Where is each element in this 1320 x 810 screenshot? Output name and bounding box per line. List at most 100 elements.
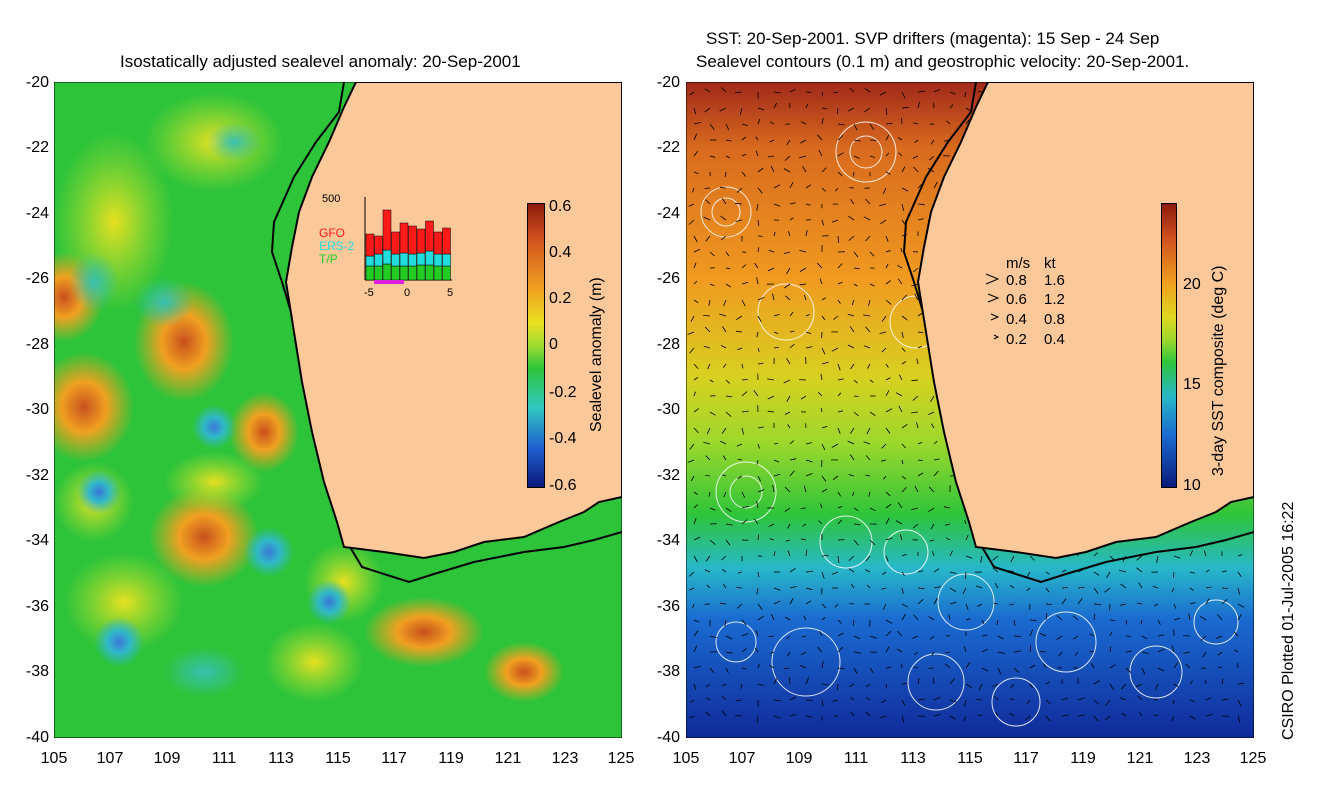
velocity-vector: [865, 198, 871, 205]
velocity-vector: [901, 475, 907, 480]
velocity-vector: [1157, 634, 1165, 637]
inset-bar: [399, 222, 409, 254]
velocity-vector: [901, 487, 907, 493]
velocity-vector: [817, 134, 823, 141]
velocity-vector: [901, 603, 909, 608]
velocity-vector: [837, 152, 844, 157]
velocity-vector: [981, 634, 988, 637]
left-xtick: 121: [494, 750, 522, 767]
velocity-vector: [689, 571, 695, 577]
velocity-vector: [741, 299, 746, 307]
velocity-vector: [1188, 613, 1191, 621]
velocity-vector: [787, 424, 791, 429]
velocity-vector: [853, 411, 859, 417]
velocity-vector: [853, 539, 859, 546]
velocity-vector: [1205, 598, 1210, 605]
left-anomaly-blobs: [54, 92, 564, 702]
right-ytick: -26: [656, 270, 680, 287]
velocity-vector: [853, 283, 858, 287]
velocity-vector: [755, 136, 759, 141]
velocity-vector: [821, 571, 825, 579]
velocity-vector: [848, 568, 855, 573]
velocity-vector: [897, 278, 903, 285]
velocity-vector: [1045, 613, 1048, 621]
velocity-vector: [754, 262, 759, 269]
velocity-vector: [895, 520, 903, 525]
velocity-vector: [706, 427, 711, 435]
vel-legend-kt-header: kt: [1044, 255, 1057, 272]
velocity-vector: [821, 297, 827, 301]
velocity-vector: [789, 202, 796, 205]
velocity-vector: [821, 443, 826, 451]
velocity-vector: [853, 651, 861, 654]
velocity-vector: [901, 315, 908, 321]
velocity-vector: [882, 571, 887, 575]
velocity-vector: [837, 123, 845, 126]
velocity-vector: [693, 536, 701, 541]
right-ytick: -20: [656, 74, 680, 91]
velocity-vector: [773, 587, 781, 591]
velocity-vector: [756, 501, 759, 509]
inset-xtick-neg5: -5: [364, 287, 374, 299]
velocity-vector: [882, 187, 887, 194]
velocity-vector: [1125, 635, 1131, 637]
velocity-vector: [757, 534, 760, 541]
velocity-vector: [837, 506, 843, 509]
velocity-vector: [928, 411, 935, 415]
velocity-vector: [756, 203, 759, 211]
left-xtick: 125: [607, 750, 635, 767]
velocity-vector: [1153, 699, 1159, 701]
velocity-vector: [885, 683, 888, 689]
velocity-vector: [1119, 697, 1127, 701]
velocity-vector: [1152, 585, 1159, 589]
velocity-vector: [757, 443, 760, 449]
velocity-vector: [773, 102, 778, 109]
inset-bar: [408, 265, 417, 281]
velocity-vector: [1141, 651, 1149, 654]
velocity-vector: [690, 699, 695, 703]
velocity-vector: [773, 699, 781, 702]
velocity-vector: [869, 507, 876, 512]
velocity-vector: [1205, 569, 1210, 573]
velocity-vector: [885, 646, 890, 653]
velocity-vector: [757, 475, 762, 482]
right-ytick: -28: [656, 336, 680, 353]
velocity-vector: [1217, 614, 1223, 621]
velocity-vector: [853, 155, 860, 159]
velocity-vector: [757, 615, 764, 621]
velocity-vector: [693, 171, 699, 175]
right-xtick: 125: [1239, 750, 1267, 767]
inset-bar: [442, 253, 451, 267]
right-ytick: -32: [656, 467, 680, 484]
vel-legend-kt: 0.8: [1044, 311, 1065, 328]
velocity-vector: [735, 219, 743, 222]
velocity-vector: [821, 107, 828, 110]
velocity-vector: [897, 264, 903, 269]
velocity-vector: [847, 440, 855, 445]
velocity-vector: [1189, 680, 1194, 685]
velocity-vector: [885, 250, 891, 253]
velocity-vector: [802, 523, 807, 527]
velocity-vector: [881, 587, 887, 590]
velocity-vector: [1029, 683, 1033, 689]
velocity-vector: [865, 711, 871, 717]
velocity-vector: [757, 107, 765, 111]
velocity-vector: [946, 120, 951, 125]
velocity-vector: [693, 150, 699, 157]
velocity-vector: [741, 123, 748, 126]
velocity-vector: [741, 410, 749, 413]
velocity-vector: [832, 699, 839, 702]
velocity-vector: [1215, 635, 1223, 639]
velocity-vector: [769, 121, 775, 125]
velocity-vector: [709, 283, 715, 287]
velocity-vector: [992, 555, 999, 561]
velocity-vector: [901, 106, 909, 109]
velocity-vector: [757, 247, 760, 253]
velocity-vector: [882, 603, 887, 610]
velocity-vector: [768, 635, 775, 638]
velocity-vector: [789, 217, 794, 221]
velocity-vector: [869, 635, 877, 639]
velocity-vector: [800, 507, 807, 509]
velocity-vector: [789, 343, 795, 349]
velocity-vector: [821, 347, 826, 355]
